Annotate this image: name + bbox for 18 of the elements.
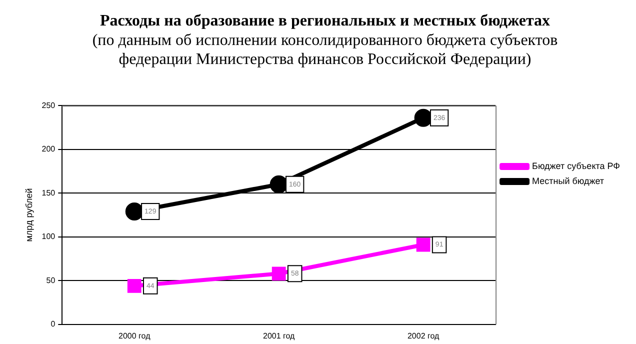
point [127,278,142,293]
x-tick-label: 2001 год [262,331,296,340]
legend-label: Местный бюджет [532,176,604,186]
y-tick-label: 250 [42,100,56,110]
legend-label: Бюджет субъекта РФ [532,160,620,171]
chart-subtitle: (по данным об исполнении консолидированного бюджета субъектов федерации Министерства финансов Российской Федерации) [92,32,558,68]
y-axis-title: млрд рублей [24,188,34,242]
y-tick-label: 0 [50,320,56,329]
x-tick-label: 2002 год [407,331,440,340]
x-tick-label: 2000 год [118,331,151,340]
chart-title: Расходы на образование в региональных и местных бюджетах [100,12,550,30]
point [272,266,286,281]
point [416,238,430,252]
y-tick-label: 50 [46,276,56,285]
point [125,202,144,220]
y-tick-label: 100 [42,232,56,242]
y-tick-label: 200 [42,144,56,154]
y-tick-label: 150 [42,188,56,198]
